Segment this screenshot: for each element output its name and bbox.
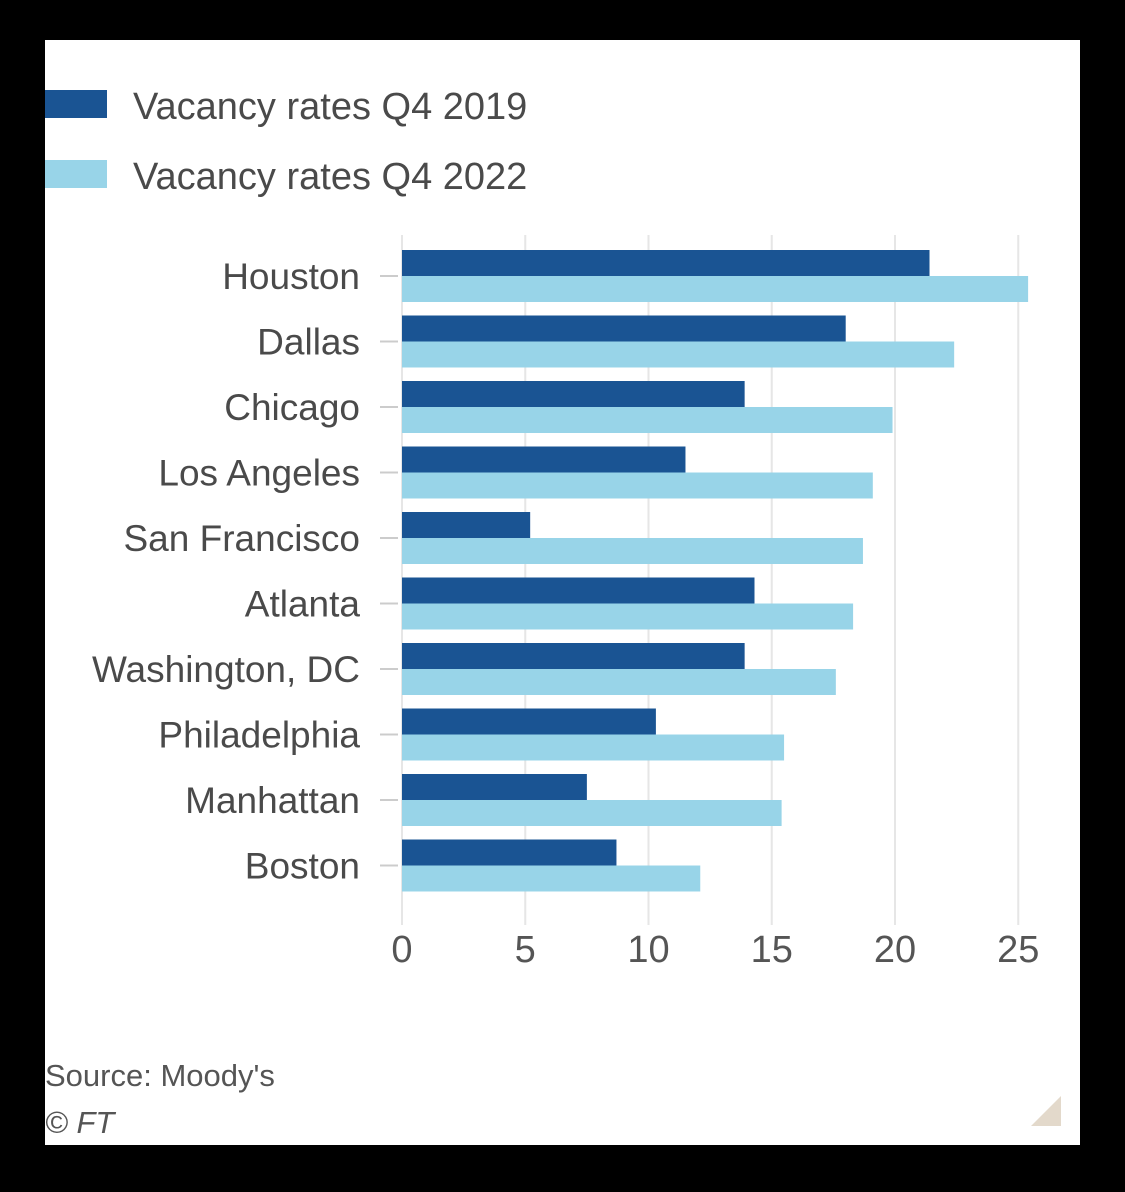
bar-2022-manhattan bbox=[402, 800, 782, 826]
bar-2022-houston bbox=[402, 276, 1029, 302]
category-label: Atlanta bbox=[245, 584, 361, 625]
bar-2022-philadelphia bbox=[402, 734, 785, 761]
bar-2022-atlanta bbox=[402, 603, 854, 630]
corner-resize-icon bbox=[1031, 1096, 1061, 1126]
bar-2022-los-angeles bbox=[402, 472, 873, 499]
bar-2019-boston bbox=[402, 839, 617, 866]
bar-2019-houston bbox=[402, 250, 930, 276]
x-tick-label-0: 0 bbox=[391, 929, 412, 971]
bar-chart: Houston Dallas Chicago Los Angeles San Franc… bbox=[92, 235, 1039, 971]
source-note: Source: Moody's bbox=[45, 1058, 275, 1093]
bar-2022-boston bbox=[402, 865, 701, 892]
category-labels: Houston Dallas Chicago Los Angeles San Franc… bbox=[92, 256, 398, 887]
legend-swatch-2022 bbox=[45, 160, 107, 188]
bar-2019-san-francisco bbox=[402, 512, 531, 538]
category-label: Los Angeles bbox=[158, 453, 360, 494]
category-label: Houston bbox=[222, 256, 360, 297]
bar-2022-washington-dc bbox=[402, 669, 836, 695]
bar-2022-dallas bbox=[402, 341, 955, 368]
category-label: Philadelphia bbox=[158, 715, 360, 756]
x-tick-label-15: 15 bbox=[751, 929, 793, 971]
category-label: Boston bbox=[245, 846, 360, 887]
bar-2019-washington-dc bbox=[402, 643, 745, 669]
category-label: Dallas bbox=[257, 322, 360, 363]
category-label: Chicago bbox=[224, 387, 360, 428]
bar-2019-philadelphia bbox=[402, 708, 656, 735]
x-tick-label-20: 20 bbox=[874, 929, 916, 971]
bar-2022-chicago bbox=[402, 407, 893, 433]
category-label: San Francisco bbox=[124, 518, 361, 559]
bar-2019-manhattan bbox=[402, 774, 587, 800]
category-label: Washington, DC bbox=[92, 649, 360, 690]
bar-2019-dallas bbox=[402, 315, 846, 342]
x-tick-label-25: 25 bbox=[997, 929, 1039, 971]
x-tick-label-10: 10 bbox=[627, 929, 669, 971]
legend-label-2019: Vacancy rates Q4 2019 bbox=[133, 86, 528, 128]
category-label: Manhattan bbox=[185, 780, 360, 821]
bars bbox=[402, 250, 1029, 892]
legend-label-2022: Vacancy rates Q4 2022 bbox=[133, 156, 528, 198]
x-tick-label-5: 5 bbox=[515, 929, 536, 971]
chart-panel: Vacancy rates Q4 2019 Vacancy rates Q4 2… bbox=[45, 40, 1080, 1145]
bar-2019-los-angeles bbox=[402, 446, 686, 473]
copyright-note: © FT bbox=[45, 1105, 115, 1140]
legend-swatch-2019 bbox=[45, 90, 107, 118]
bar-2019-chicago bbox=[402, 381, 745, 407]
x-tick-labels: 0 5 10 15 20 25 bbox=[391, 929, 1039, 971]
bar-2022-san-francisco bbox=[402, 538, 863, 564]
bar-2019-atlanta bbox=[402, 577, 755, 604]
